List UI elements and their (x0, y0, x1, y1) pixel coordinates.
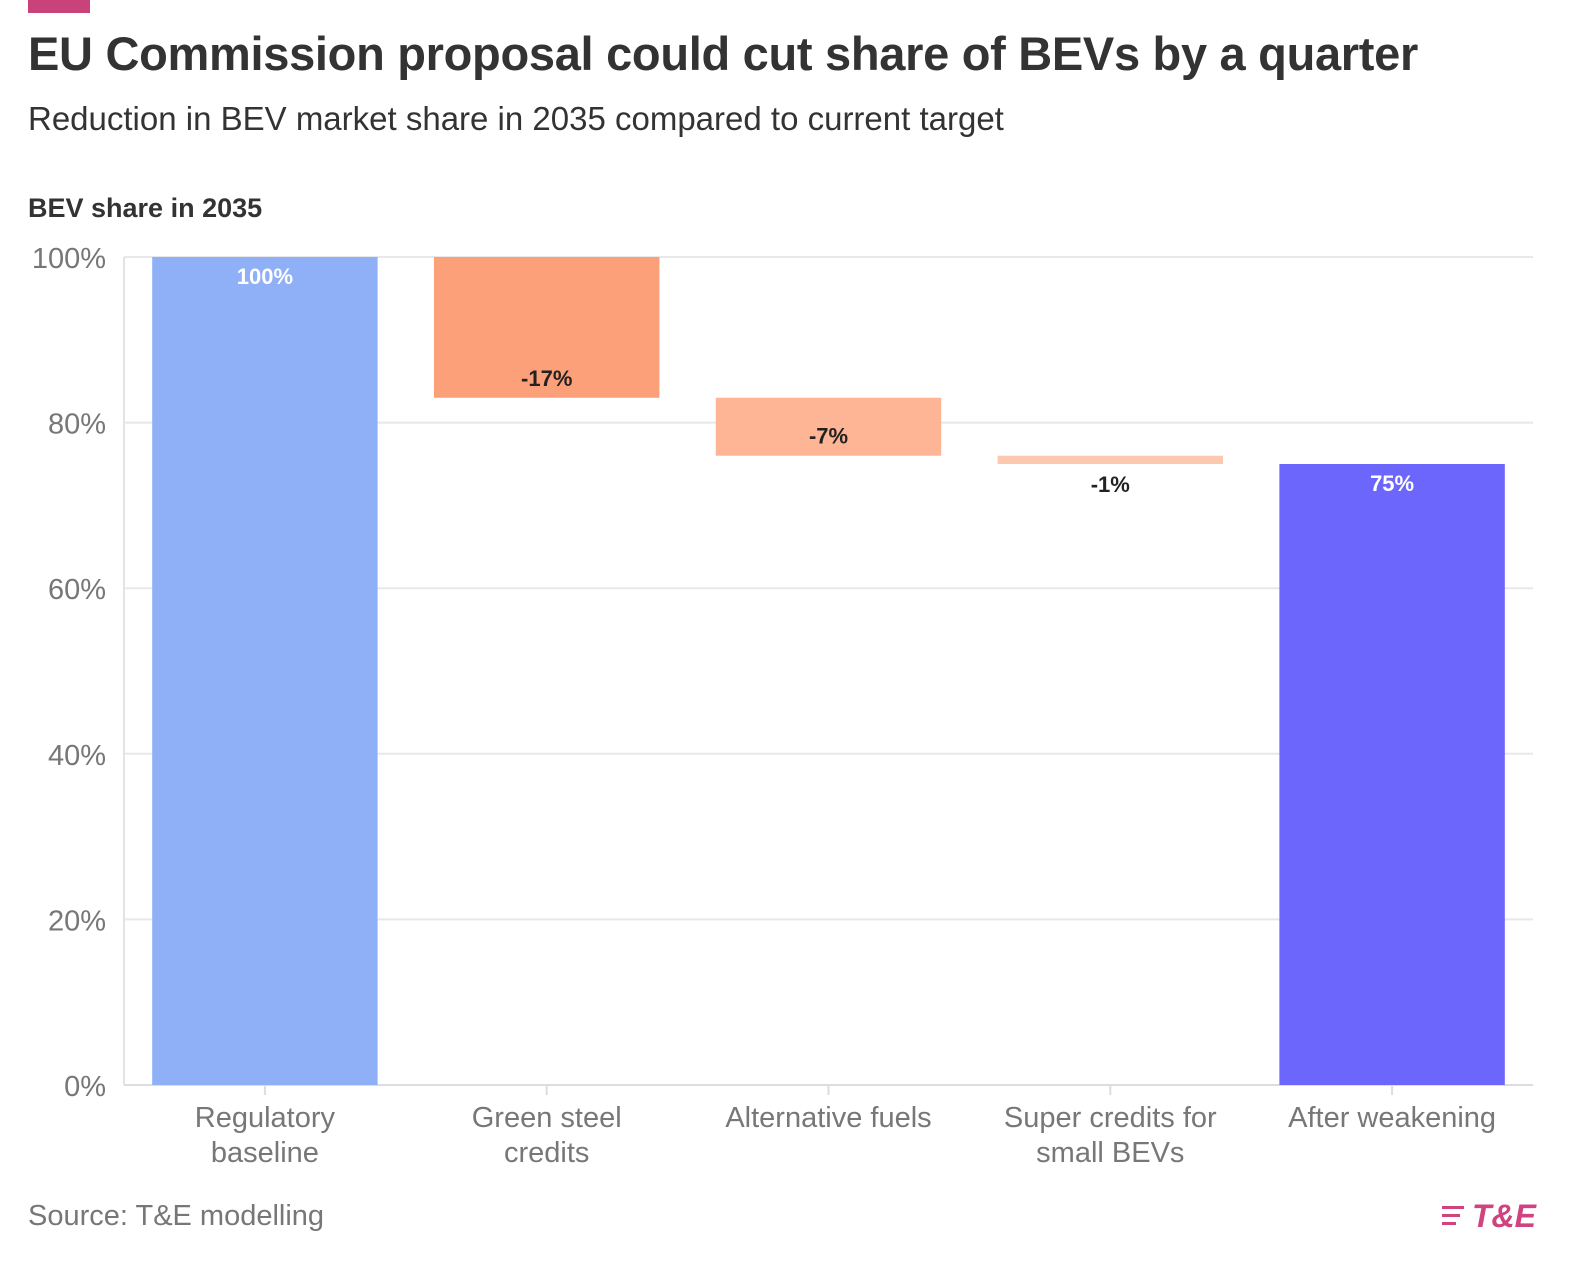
data-label: 75% (1370, 471, 1414, 496)
speed-lines-icon (1442, 1206, 1464, 1232)
bar (997, 455, 1224, 464)
x-tick-label: Green steel (472, 1102, 622, 1134)
data-label: -7% (809, 424, 848, 449)
y-tick-label: 40% (48, 740, 106, 772)
x-tick-label: Super credits for (1004, 1102, 1217, 1134)
y-tick-label: 60% (48, 574, 106, 606)
bar (715, 397, 942, 456)
chart-title: EU Commission proposal could cut share o… (28, 27, 1418, 80)
x-tick-label: credits (504, 1137, 589, 1169)
bar (152, 257, 378, 1085)
y-tick-label: 80% (48, 409, 106, 441)
y-tick-label: 0% (64, 1071, 106, 1103)
bar (1279, 464, 1505, 1085)
data-label: -17% (521, 366, 572, 391)
logo-text: T&E (1472, 1198, 1536, 1234)
x-tick-label: baseline (211, 1137, 319, 1169)
x-tick-label: Regulatory (195, 1102, 336, 1134)
source-note: Source: T&E modelling (28, 1200, 325, 1232)
chart-subtitle: Reduction in BEV market share in 2035 co… (28, 100, 1004, 137)
y-axis-title: BEV share in 2035 (28, 193, 263, 223)
y-tick-label: 100% (32, 243, 106, 275)
data-label: 100% (237, 264, 293, 289)
x-tick-label: small BEVs (1036, 1137, 1184, 1169)
y-tick-label: 20% (48, 905, 106, 937)
x-tick-label: Alternative fuels (725, 1102, 931, 1134)
data-label: -1% (1091, 472, 1130, 497)
bar (433, 257, 660, 398)
header-accent-bar (28, 0, 90, 13)
x-tick-label: After weakening (1288, 1102, 1496, 1134)
te-logo: T&E (1438, 1196, 1548, 1240)
